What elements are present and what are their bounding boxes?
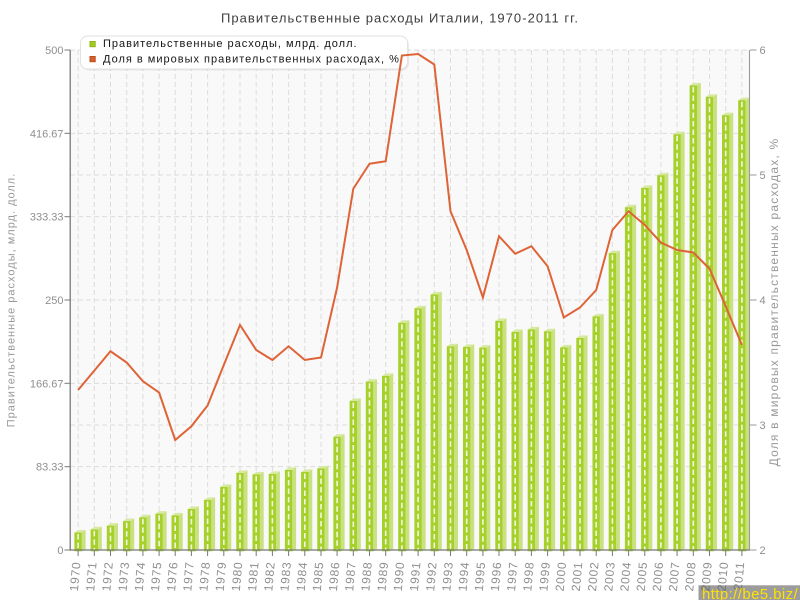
svg-text:2002: 2002 — [585, 561, 602, 592]
svg-text:1980: 1980 — [229, 561, 246, 592]
svg-text:2005: 2005 — [634, 561, 651, 592]
svg-text:1982: 1982 — [261, 561, 278, 592]
svg-text:1983: 1983 — [277, 561, 294, 592]
svg-text:2003: 2003 — [601, 561, 618, 592]
svg-text:2001: 2001 — [569, 561, 586, 592]
svg-text:4: 4 — [760, 295, 766, 307]
svg-text:1987: 1987 — [342, 561, 359, 592]
svg-text:1986: 1986 — [326, 561, 343, 592]
svg-text:2007: 2007 — [666, 561, 683, 592]
svg-text:http://be5.biz/: http://be5.biz/ — [702, 586, 798, 600]
svg-text:333.33: 333.33 — [30, 212, 64, 224]
svg-text:1990: 1990 — [391, 561, 408, 592]
svg-text:Правительственные расходы Итал: Правительственные расходы Италии, 1970-2… — [221, 11, 579, 26]
svg-text:1992: 1992 — [423, 561, 440, 592]
svg-text:83.33: 83.33 — [36, 462, 64, 474]
svg-text:2000: 2000 — [553, 561, 570, 592]
svg-text:1995: 1995 — [472, 561, 489, 592]
svg-text:1993: 1993 — [439, 561, 456, 592]
svg-text:1999: 1999 — [536, 561, 553, 592]
svg-text:1973: 1973 — [116, 561, 133, 592]
svg-text:1976: 1976 — [164, 561, 181, 592]
svg-text:1988: 1988 — [358, 561, 375, 592]
svg-text:1998: 1998 — [520, 561, 537, 592]
svg-text:1977: 1977 — [180, 561, 197, 592]
svg-text:2010: 2010 — [715, 561, 732, 592]
svg-text:416.67: 416.67 — [30, 128, 64, 140]
svg-text:1971: 1971 — [83, 561, 100, 592]
svg-text:1978: 1978 — [196, 561, 213, 592]
svg-text:2008: 2008 — [682, 561, 699, 592]
svg-text:1997: 1997 — [504, 561, 521, 592]
svg-text:1972: 1972 — [99, 561, 116, 592]
svg-text:Правительственные расходы, млр: Правительственные расходы, млрд. долл. — [103, 38, 358, 50]
svg-text:250: 250 — [45, 295, 63, 307]
svg-text:5: 5 — [760, 170, 766, 182]
svg-text:0: 0 — [57, 545, 63, 557]
svg-text:1989: 1989 — [375, 561, 392, 592]
svg-text:1985: 1985 — [310, 561, 327, 592]
svg-text:6: 6 — [760, 45, 766, 57]
svg-text:500: 500 — [45, 45, 63, 57]
svg-text:1981: 1981 — [245, 561, 262, 592]
svg-text:1984: 1984 — [294, 561, 311, 592]
svg-text:1991: 1991 — [407, 561, 424, 592]
svg-text:2011: 2011 — [731, 561, 747, 591]
svg-text:2004: 2004 — [617, 561, 634, 592]
svg-text:1979: 1979 — [213, 561, 230, 592]
svg-text:1996: 1996 — [488, 561, 505, 592]
svg-text:Правительственные расходы, млр: Правительственные расходы, млрд. долл. — [6, 173, 18, 428]
svg-text:1974: 1974 — [132, 561, 149, 592]
svg-text:Доля в мировых правительственн: Доля в мировых правительственных расхода… — [103, 54, 400, 66]
svg-text:2009: 2009 — [698, 561, 715, 592]
svg-text:2006: 2006 — [650, 561, 667, 592]
svg-text:1970: 1970 — [67, 561, 84, 592]
svg-text:3: 3 — [760, 420, 766, 432]
svg-text:1994: 1994 — [456, 561, 473, 592]
svg-text:1975: 1975 — [148, 561, 165, 592]
svg-text:Доля в мировых правительственн: Доля в мировых правительственных расхода… — [767, 138, 781, 467]
svg-text:2: 2 — [760, 545, 766, 557]
svg-text:166.67: 166.67 — [30, 378, 64, 390]
